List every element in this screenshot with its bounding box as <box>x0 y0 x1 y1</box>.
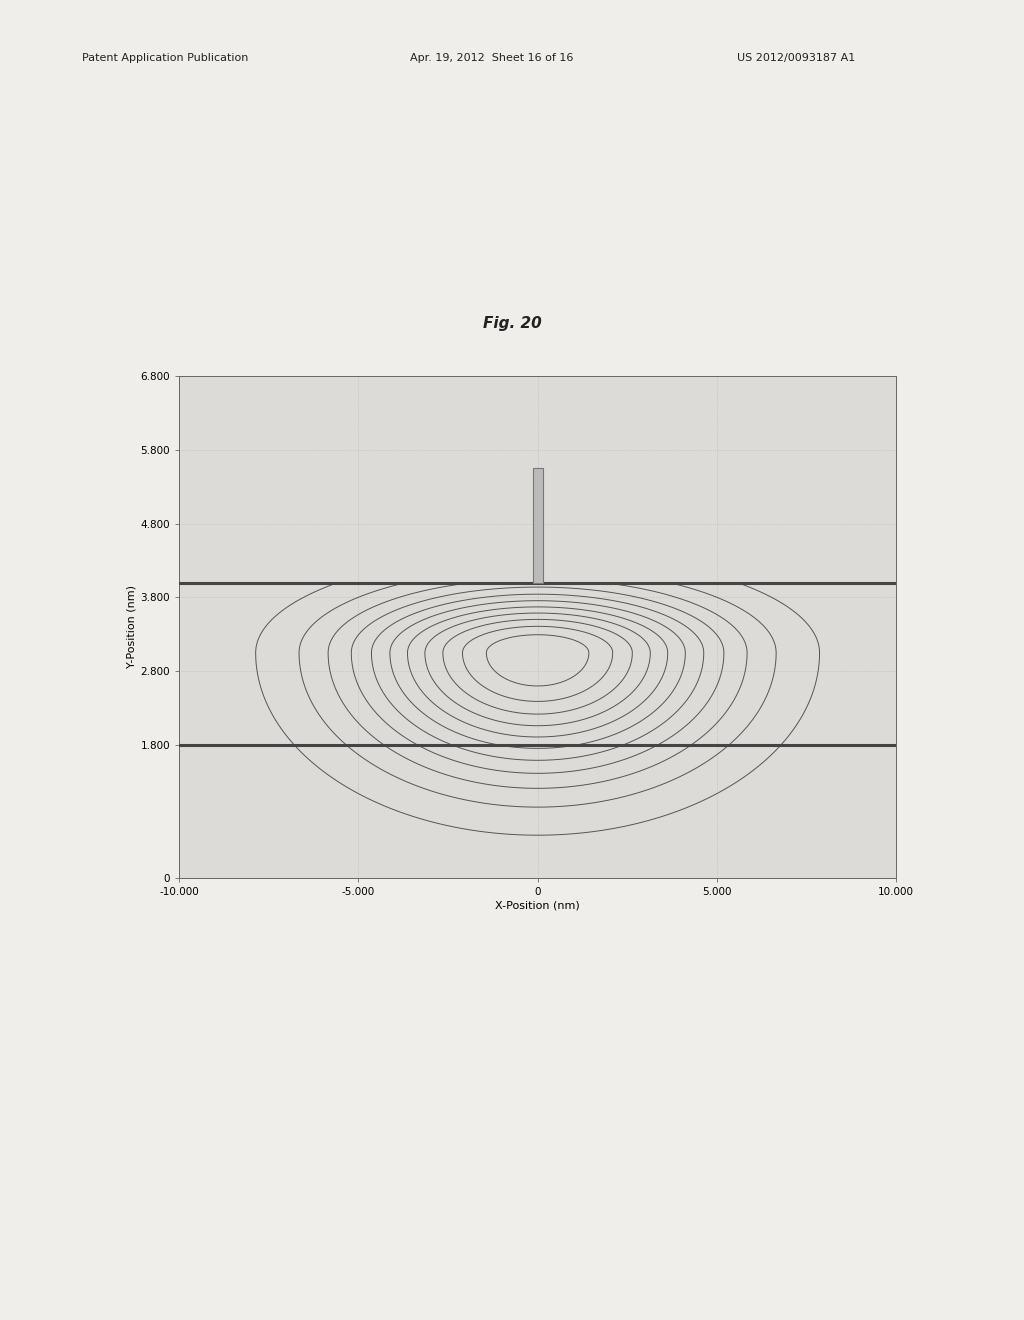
X-axis label: X-Position (nm): X-Position (nm) <box>496 902 580 911</box>
Text: Apr. 19, 2012  Sheet 16 of 16: Apr. 19, 2012 Sheet 16 of 16 <box>410 53 573 63</box>
Text: Fig. 20: Fig. 20 <box>482 315 542 331</box>
Bar <box>532 469 543 582</box>
Text: Patent Application Publication: Patent Application Publication <box>82 53 248 63</box>
Text: US 2012/0093187 A1: US 2012/0093187 A1 <box>737 53 855 63</box>
Y-axis label: Y-Position (nm): Y-Position (nm) <box>126 586 136 668</box>
